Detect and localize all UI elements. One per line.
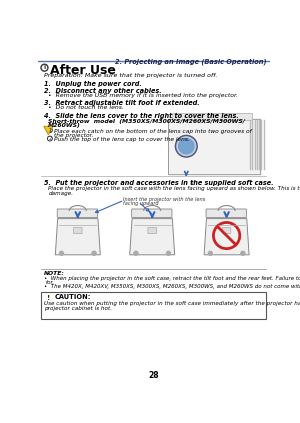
Circle shape xyxy=(178,139,194,154)
Text: 2. Projecting an Image (Basic Operation): 2. Projecting an Image (Basic Operation) xyxy=(115,58,266,65)
Text: the projector.: the projector. xyxy=(54,133,93,138)
FancyBboxPatch shape xyxy=(169,119,261,175)
Text: 2.  Disconnect any other cables.: 2. Disconnect any other cables. xyxy=(44,88,161,94)
Text: facing upward: facing upward xyxy=(123,201,158,206)
Text: damage.: damage. xyxy=(48,191,73,196)
FancyBboxPatch shape xyxy=(206,209,246,217)
Text: Preparation: Make sure that the projector is turned off.: Preparation: Make sure that the projecto… xyxy=(44,73,217,78)
FancyBboxPatch shape xyxy=(41,292,266,319)
FancyBboxPatch shape xyxy=(222,228,231,233)
Text: Insert the projector with the lens: Insert the projector with the lens xyxy=(123,197,205,202)
FancyBboxPatch shape xyxy=(173,113,253,121)
FancyBboxPatch shape xyxy=(74,228,82,233)
Polygon shape xyxy=(55,219,100,255)
Text: 1: 1 xyxy=(48,128,52,132)
Polygon shape xyxy=(44,126,53,135)
Circle shape xyxy=(208,251,213,255)
Text: Push the top of the lens cap to cover the lens.: Push the top of the lens cap to cover th… xyxy=(54,137,190,142)
Text: Place each catch on the bottom of the lens cap into two grooves of: Place each catch on the bottom of the le… xyxy=(54,129,251,134)
Circle shape xyxy=(166,251,171,255)
Text: i: i xyxy=(44,65,46,70)
Text: NOTE:: NOTE: xyxy=(44,271,64,276)
Polygon shape xyxy=(204,219,249,255)
Circle shape xyxy=(176,135,197,157)
Text: Place the projector in the soft case with the lens facing upward as shown below.: Place the projector in the soft case wit… xyxy=(48,186,300,191)
Text: 5.  Put the projector and accessories in the supplied soft case.: 5. Put the projector and accessories in … xyxy=(44,180,273,186)
Circle shape xyxy=(134,251,138,255)
Text: 1: 1 xyxy=(190,181,194,186)
Text: 4.  Slide the lens cover to the right to cover the lens.: 4. Slide the lens cover to the right to … xyxy=(44,113,238,119)
Text: 2: 2 xyxy=(48,136,52,141)
Text: !: ! xyxy=(47,295,50,301)
Text: 28: 28 xyxy=(148,371,159,380)
Text: Use caution when putting the projector in the soft case immediately after the pr: Use caution when putting the projector i… xyxy=(44,301,300,306)
Circle shape xyxy=(59,251,64,255)
Text: •  The M420X, M420XV, M350XS, M300XS, M260XS, M300WS, and M260WS do not come wit: • The M420X, M420XV, M350XS, M300XS, M26… xyxy=(44,284,300,289)
Circle shape xyxy=(241,251,245,255)
Text: projector cabinet is hot.: projector cabinet is hot. xyxy=(44,306,112,310)
Text: CAUTION:: CAUTION: xyxy=(55,294,91,300)
Text: M260WS): M260WS) xyxy=(48,123,81,128)
Text: •  Do not touch the lens.: • Do not touch the lens. xyxy=(48,105,124,110)
FancyBboxPatch shape xyxy=(148,228,157,233)
Text: 3.  Retract adjustable tilt foot if extended.: 3. Retract adjustable tilt foot if exten… xyxy=(44,100,200,106)
Text: 1.  Unplug the power cord.: 1. Unplug the power cord. xyxy=(44,81,142,87)
FancyBboxPatch shape xyxy=(57,209,98,217)
Polygon shape xyxy=(130,219,175,255)
Text: •  Remove the USB memory if it is inserted into the projector.: • Remove the USB memory if it is inserte… xyxy=(48,93,238,98)
Text: After Use: After Use xyxy=(50,64,116,77)
Text: tor.: tor. xyxy=(46,280,55,285)
Text: •  When placing the projector in the soft case, retract the tilt foot and the re: • When placing the projector in the soft… xyxy=(44,276,300,280)
Circle shape xyxy=(92,251,96,255)
FancyBboxPatch shape xyxy=(132,209,172,217)
Text: Short-throw  model  (M350XS/M300XS/M260XS/M300WS/: Short-throw model (M350XS/M300XS/M260XS/… xyxy=(48,118,245,124)
